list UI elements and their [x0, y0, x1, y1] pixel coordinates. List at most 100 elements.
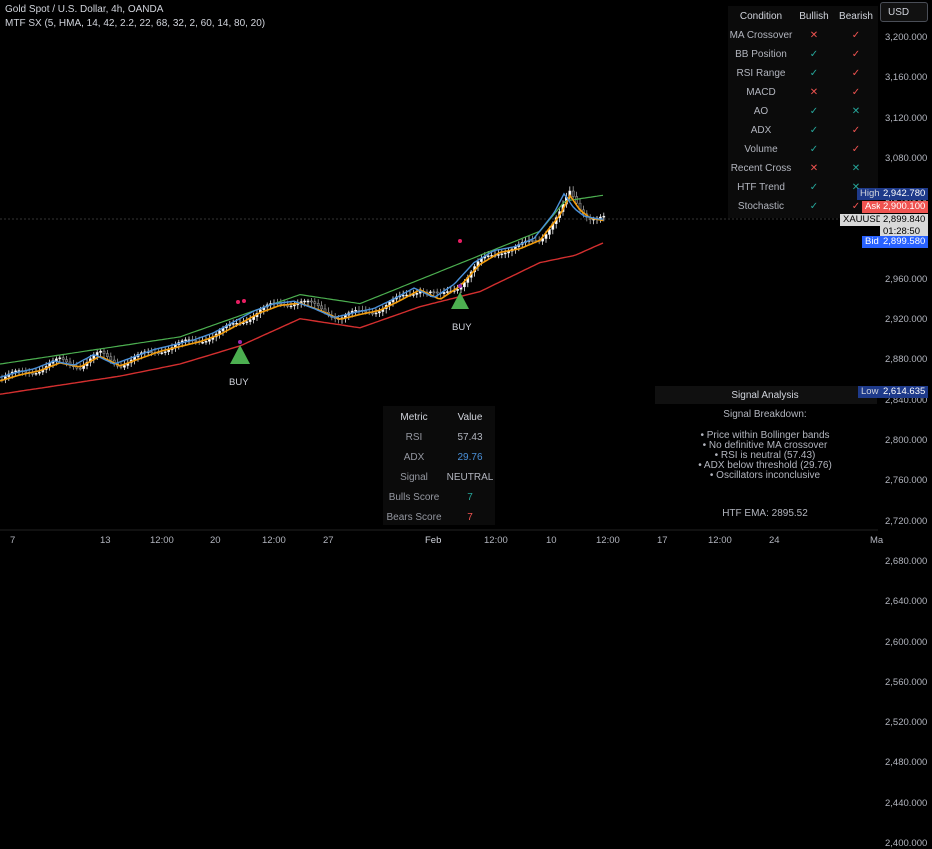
candle-body: [160, 352, 164, 354]
cross-icon: ✕: [809, 30, 819, 41]
candle-body: [289, 305, 293, 308]
bull-dot: [238, 340, 242, 344]
condition-name: ADX: [750, 125, 772, 136]
metric-value: 29.76: [457, 452, 483, 463]
candle-body: [571, 190, 575, 197]
candle-body: [310, 300, 313, 303]
candle-body: [541, 238, 544, 242]
check-icon: ✓: [809, 182, 819, 193]
candle-body: [429, 291, 432, 294]
candle-body: [99, 350, 102, 353]
condition-name: AO: [753, 106, 769, 117]
condition-name: MA Crossover: [729, 30, 793, 41]
analysis-htf-ema: HTF EMA: 2895.52: [722, 508, 808, 519]
check-icon: ✓: [851, 144, 861, 155]
candle-body: [405, 294, 408, 297]
buy-signal-marker-2: [451, 292, 469, 309]
low-label: Low: [858, 386, 881, 398]
candle-body: [61, 357, 65, 360]
metrics-header-row: Metric Value: [383, 408, 495, 427]
candle-body: [34, 373, 38, 375]
price-axis-label: 3,160.000: [885, 72, 928, 84]
header-bearish: Bearish: [839, 11, 873, 22]
time-axis-label: 24: [769, 535, 780, 546]
time-axis-label: Feb: [425, 535, 442, 546]
candle-body: [378, 311, 381, 314]
time-axis-label: 12:00: [262, 535, 286, 546]
condition-row: BB Position ✓ ✓: [728, 45, 878, 64]
metric-row: Signal NEUTRAL: [383, 468, 495, 487]
currency-selector-button[interactable]: USD: [880, 2, 928, 22]
condition-row: Volume ✓ ✓: [728, 140, 878, 159]
price-axis-label: 3,080.000: [885, 152, 928, 164]
candle-body: [58, 357, 62, 360]
buy-signal-label-2: BUY: [452, 322, 472, 333]
cross-icon: ✕: [809, 163, 819, 174]
check-icon: ✓: [851, 68, 861, 79]
candle-body: [371, 312, 374, 315]
symbol-label: XAUUSD: [840, 214, 883, 226]
candle-body: [486, 255, 490, 257]
cross-icon: ✕: [851, 106, 861, 117]
candle-body: [446, 291, 449, 293]
candle-body: [31, 373, 34, 375]
condition-row: Stochastic ✓ ✓: [728, 197, 878, 216]
check-icon: ✓: [851, 125, 861, 136]
price-axis-label: 2,920.000: [885, 314, 928, 326]
candle-body: [123, 365, 126, 368]
condition-name: Volume: [744, 144, 778, 155]
analysis-title-bg: [655, 386, 877, 404]
price-axis-label: 2,680.000: [885, 555, 928, 567]
price-axis-label: 2,440.000: [885, 797, 928, 809]
condition-name: RSI Range: [736, 68, 786, 79]
candle-body: [231, 323, 235, 325]
candle-body: [316, 303, 320, 307]
analysis-line: • No definitive MA crossover: [702, 440, 828, 451]
candle-body: [245, 321, 249, 324]
hma-line: [0, 192, 603, 378]
candle-body: [242, 322, 245, 325]
bull-dot: [458, 284, 462, 288]
indicator-label[interactable]: MTF SX (5, HMA, 14, 42, 2.2, 22, 68, 32,…: [5, 18, 266, 29]
condition-name: Stochastic: [737, 201, 785, 212]
condition-name: HTF Trend: [737, 182, 785, 193]
buy-signal-marker-1: [230, 345, 250, 364]
price-axis-label: 2,880.000: [885, 354, 928, 366]
price-chart[interactable]: [0, 0, 932, 550]
metrics-table: Metric Value RSI 57.43 ADX 29.76 Signal NEUTR…: [383, 408, 495, 526]
condition-name: MACD: [746, 87, 776, 98]
candle-body: [531, 240, 534, 242]
check-icon: ✓: [851, 49, 861, 60]
candle-body: [354, 309, 357, 312]
candle-body: [497, 254, 500, 256]
buy-signal-label-1: BUY: [229, 377, 249, 388]
conditions-table: Condition Bullish Bearish MA Crossover ✕ ✓…: [728, 7, 878, 219]
analysis-line: • RSI is neutral (57.43): [714, 450, 816, 461]
candle-body: [55, 358, 58, 361]
condition-row: RSI Range ✓ ✓: [728, 64, 878, 83]
time-axis-label: 12:00: [150, 535, 174, 546]
check-icon: ✓: [809, 68, 819, 79]
condition-row: MACD ✕ ✓: [728, 83, 878, 102]
bear-dot: [236, 300, 240, 304]
analysis-line: • Oscillators inconclusive: [709, 470, 821, 481]
candle-body: [248, 319, 252, 322]
candle-body: [415, 293, 419, 295]
candle-body: [401, 294, 405, 297]
lower-band-line: [0, 242, 604, 395]
condition-row: HTF Trend ✓ ✕: [728, 178, 878, 197]
metric-row: RSI 57.43: [383, 428, 495, 447]
metric-row: Bulls Score 7: [383, 488, 495, 507]
candle-body: [150, 351, 153, 353]
metric-name: RSI: [405, 432, 423, 443]
bear-dot: [458, 239, 462, 243]
price-axis-label: 2,840.000: [885, 394, 928, 406]
header-metric: Metric: [400, 412, 428, 423]
condition-row: Recent Cross ✕ ✕: [728, 159, 878, 178]
price-axis-label: 2,800.000: [885, 435, 928, 446]
candle-body: [544, 234, 548, 239]
conditions-table-bg: [728, 6, 878, 218]
candle-body: [435, 291, 439, 294]
candle-body: [65, 359, 68, 363]
check-icon: ✓: [851, 30, 861, 41]
